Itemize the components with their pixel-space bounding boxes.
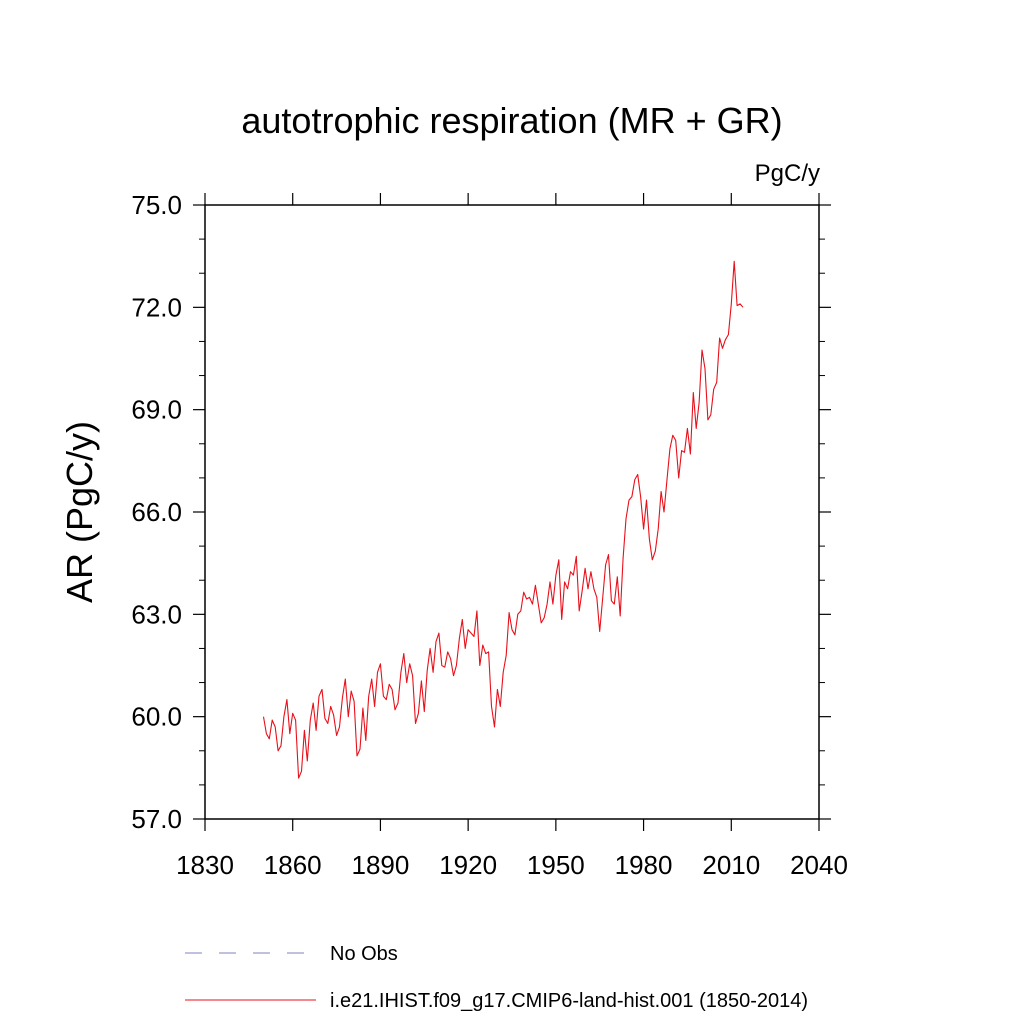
y-tick-label: 57.0 — [131, 804, 182, 834]
series-layer — [262, 260, 744, 779]
y-tick-label: 63.0 — [131, 599, 182, 629]
series-line — [262, 260, 744, 779]
y-tick-label: 60.0 — [131, 702, 182, 732]
x-tick-label: 1980 — [615, 850, 673, 880]
tick-marks — [193, 193, 831, 831]
x-tick-label: 1920 — [439, 850, 497, 880]
legend: No Obs i.e21.IHIST.f09_g17.CMIP6-land-his… — [185, 943, 808, 1012]
x-tick-label: 2010 — [702, 850, 760, 880]
plot-frame — [204, 204, 820, 820]
y-tick-label: 72.0 — [131, 292, 182, 322]
y-tick-label: 66.0 — [131, 497, 182, 527]
units-label: PgC/y — [755, 160, 820, 187]
chart-title: autotrophic respiration (MR + GR) — [241, 100, 782, 141]
legend-label: i.e21.IHIST.f09_g17.CMIP6-land-hist.001 … — [330, 990, 808, 1012]
y-tick-labels: 57.0 60.0 63.0 66.0 69.0 72.0 75.0 — [131, 190, 182, 834]
y-tick-label: 69.0 — [131, 395, 182, 425]
legend-label: No Obs — [330, 943, 398, 965]
y-axis-label: AR (PgC/y) — [59, 421, 100, 603]
x-tick-label: 2040 — [790, 850, 848, 880]
x-tick-label: 1890 — [352, 850, 410, 880]
x-tick-label: 1860 — [264, 850, 322, 880]
y-tick-label: 75.0 — [131, 190, 182, 220]
x-tick-labels: 1830 1860 1890 1920 1950 1980 2010 2040 — [176, 850, 848, 880]
x-tick-label: 1830 — [176, 850, 234, 880]
x-tick-label: 1950 — [527, 850, 585, 880]
